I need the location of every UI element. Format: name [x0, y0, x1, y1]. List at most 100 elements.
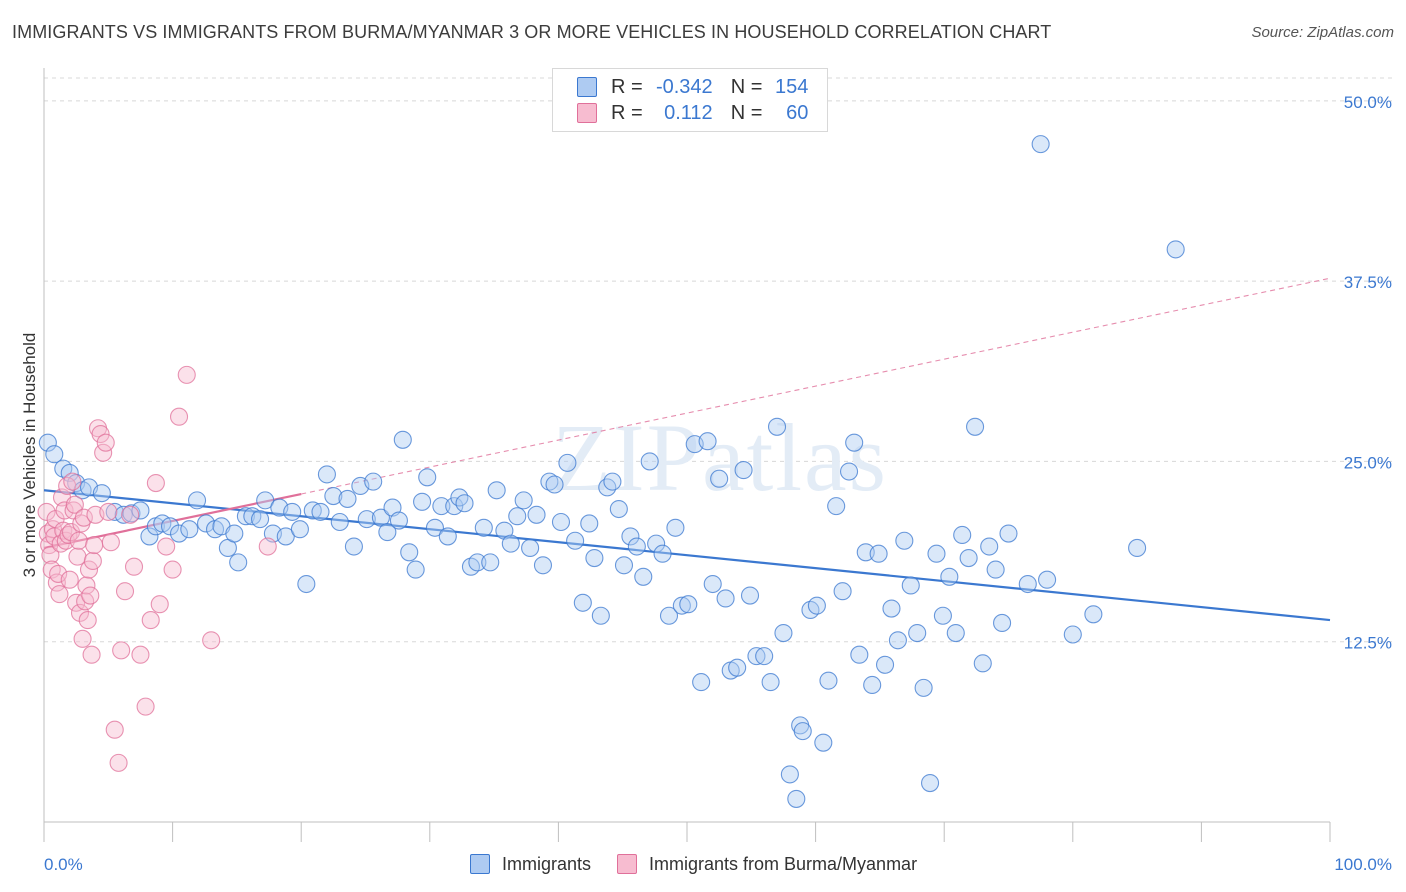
immigrants-point: [585, 549, 604, 568]
burma-point: [150, 595, 169, 614]
immigrants-point: [393, 430, 412, 449]
immigrants-point: [640, 452, 659, 471]
immigrants-point: [364, 472, 383, 491]
immigrants-point: [747, 647, 766, 666]
source-label: Source: ZipAtlas.com: [1251, 24, 1394, 41]
immigrants-point: [196, 514, 216, 533]
burma-point: [202, 631, 221, 650]
immigrants-point: [250, 510, 270, 529]
immigrants-point: [545, 475, 564, 494]
immigrants-point: [418, 468, 437, 487]
immigrants-point: [432, 497, 451, 516]
axes: [43, 68, 1331, 842]
y-tick-label: 25.0%: [1344, 453, 1392, 472]
immigrants-point: [728, 658, 747, 677]
legend-r-label: R =: [611, 101, 643, 124]
immigrants-point: [378, 523, 397, 542]
y-tick-label: 12.5%: [1344, 634, 1392, 653]
data-points: [37, 135, 1185, 808]
series-label: Immigrants from Burma/Myanmar: [649, 853, 918, 874]
immigrants-point: [438, 527, 457, 546]
immigrants-point: [888, 631, 907, 650]
immigrants-point: [999, 524, 1018, 543]
chart-title: IMMIGRANTS VS IMMIGRANTS FROM BURMA/MYAN…: [12, 22, 1052, 42]
immigrants-point: [1031, 135, 1050, 154]
immigrants-point: [283, 502, 302, 521]
burma-point: [121, 505, 140, 524]
immigrants-point: [634, 567, 653, 586]
legend-swatch-blue: [577, 77, 597, 97]
legend-n-value: 154: [775, 75, 809, 98]
burma-point: [70, 603, 90, 622]
burma-point: [131, 645, 150, 664]
immigrants-point: [317, 465, 336, 484]
immigrants-point: [229, 553, 248, 572]
immigrants-point: [1128, 538, 1147, 558]
immigrants-point: [311, 502, 330, 521]
immigrants-point: [514, 491, 533, 510]
immigrants-point: [445, 497, 464, 516]
immigrants-point: [839, 462, 859, 481]
immigrants-point: [551, 512, 571, 532]
immigrants-point: [767, 417, 787, 436]
burma-point: [83, 551, 102, 570]
immigrants-point: [882, 599, 901, 618]
immigrants-point: [966, 417, 985, 436]
immigrants-point: [455, 494, 474, 513]
immigrants-point: [807, 596, 826, 615]
immigrants-point: [468, 553, 487, 572]
burma-point: [76, 592, 95, 611]
legend-n-label: N =: [730, 101, 763, 124]
immigrants-point: [761, 673, 780, 692]
immigrants-point: [338, 489, 357, 508]
immigrants-point: [993, 613, 1012, 633]
immigrants-point: [187, 491, 207, 510]
immigrants-point: [521, 538, 540, 558]
series-swatch-blue: [470, 854, 490, 874]
immigrants-point: [256, 491, 275, 510]
immigrants-point: [92, 484, 111, 503]
immigrants-point: [598, 478, 617, 497]
burma-point: [74, 508, 93, 527]
immigrants-point: [703, 574, 722, 594]
burma-point: [109, 753, 128, 772]
immigrants-point: [527, 505, 546, 524]
immigrants-point: [450, 488, 469, 507]
immigrants-point: [225, 524, 244, 543]
burma-point: [69, 531, 88, 550]
immigrants-point: [946, 624, 965, 643]
burma-point: [105, 720, 124, 739]
immigrants-point: [591, 606, 610, 625]
immigrants-point: [863, 675, 882, 695]
immigrants-point: [140, 527, 159, 546]
series-swatch-pink: [617, 854, 638, 874]
immigrants-point: [780, 765, 799, 784]
immigrants-point: [400, 543, 419, 562]
immigrants-point: [819, 671, 838, 690]
immigrants-point: [659, 606, 679, 625]
burma-point: [77, 576, 96, 595]
immigrants-point: [793, 722, 812, 741]
immigrants-point: [787, 789, 806, 808]
immigrants-point: [406, 560, 425, 579]
immigrants-point: [716, 589, 735, 608]
immigrants-point: [986, 560, 1005, 579]
burma-point: [37, 502, 56, 521]
immigrants-point: [131, 501, 150, 520]
immigrants-point: [959, 549, 978, 568]
y-tick-label: 50.0%: [1344, 93, 1392, 112]
immigrants-point: [425, 518, 444, 537]
legend-r-value: 0.112: [664, 101, 713, 124]
immigrants-point: [357, 510, 376, 529]
immigrants-point: [413, 492, 432, 511]
immigrants-point: [908, 624, 927, 643]
immigrants-point: [627, 537, 646, 556]
immigrants-trend-line: [43, 489, 1331, 622]
legend-n-label: N =: [730, 75, 763, 98]
immigrants-point: [389, 511, 408, 530]
legend-r-label: R =: [611, 75, 643, 98]
watermark: ZIPatlas: [552, 404, 888, 511]
burma-point: [85, 536, 104, 555]
immigrants-point: [580, 514, 599, 533]
immigrants-point: [276, 527, 295, 546]
